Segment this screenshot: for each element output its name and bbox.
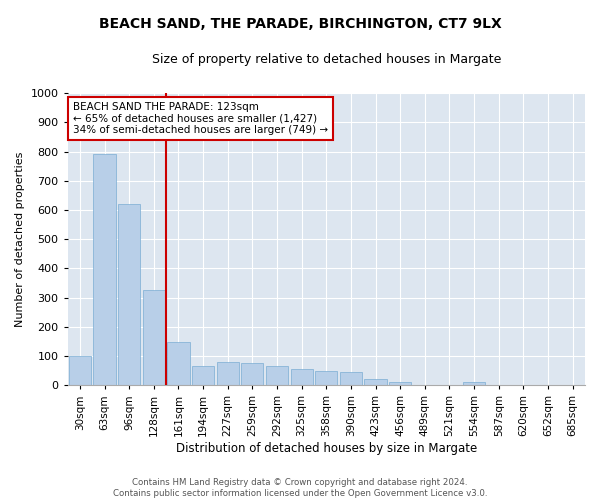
Bar (463, 382, 485, 386)
Bar (241, 364, 263, 386)
Bar (69, 356, 91, 386)
Bar (192, 366, 214, 386)
Y-axis label: Number of detached properties: Number of detached properties (15, 152, 25, 327)
Bar (340, 372, 362, 386)
Bar (167, 342, 190, 386)
Bar (364, 380, 386, 386)
Bar (118, 204, 140, 386)
Bar (266, 366, 288, 386)
Text: BEACH SAND, THE PARADE, BIRCHINGTON, CT7 9LX: BEACH SAND, THE PARADE, BIRCHINGTON, CT7… (98, 18, 502, 32)
Title: Size of property relative to detached houses in Margate: Size of property relative to detached ho… (152, 52, 501, 66)
Bar (389, 382, 411, 386)
Text: Contains HM Land Registry data © Crown copyright and database right 2024.
Contai: Contains HM Land Registry data © Crown c… (113, 478, 487, 498)
X-axis label: Distribution of detached houses by size in Margate: Distribution of detached houses by size … (176, 442, 477, 455)
Text: BEACH SAND THE PARADE: 123sqm
← 65% of detached houses are smaller (1,427)
34% o: BEACH SAND THE PARADE: 123sqm ← 65% of d… (73, 102, 328, 135)
Bar (217, 362, 239, 386)
Bar (290, 369, 313, 386)
Bar (143, 290, 165, 386)
Bar (94, 154, 116, 386)
Bar (315, 370, 337, 386)
